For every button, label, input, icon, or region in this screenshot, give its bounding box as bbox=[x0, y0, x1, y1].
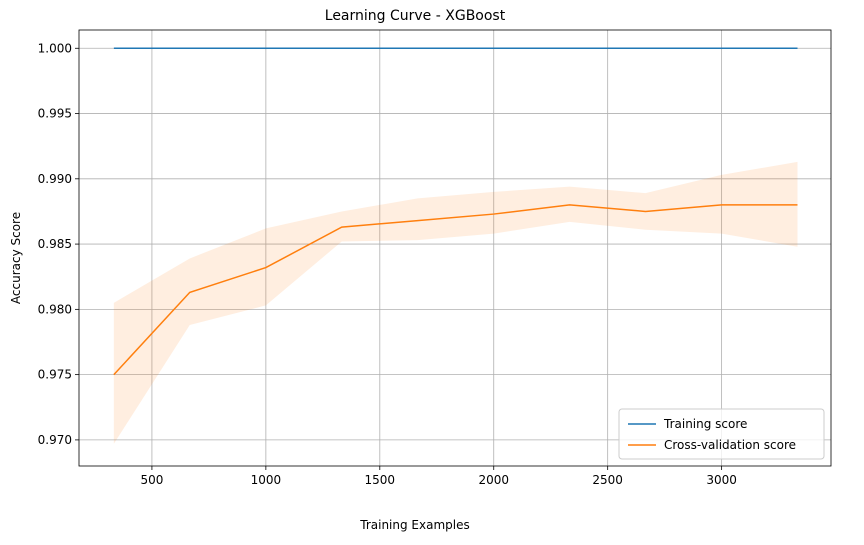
y-tick-label: 0.975 bbox=[38, 368, 72, 382]
x-tick-label: 500 bbox=[140, 473, 163, 487]
plot-area: 500 1000 1500 2000 2500 3000 0.970 0.975 0.980 0.… bbox=[38, 29, 832, 487]
x-axis-label: Training Examples bbox=[359, 518, 469, 532]
x-tick-label: 2000 bbox=[478, 473, 509, 487]
x-tick-label: 1500 bbox=[365, 473, 396, 487]
confidence-band-1 bbox=[113, 161, 798, 444]
y-tick-label: 0.985 bbox=[38, 237, 72, 251]
y-tick-label: 0.990 bbox=[38, 172, 72, 186]
y-tick-label: 1.000 bbox=[38, 41, 72, 55]
axes-frame bbox=[78, 29, 832, 467]
legend-box bbox=[618, 408, 825, 460]
y-tick-label: 0.995 bbox=[38, 107, 72, 121]
legend-label-0: Training score bbox=[663, 417, 747, 431]
chart-title: Learning Curve - XGBoost bbox=[325, 8, 506, 24]
x-tick-label: 1000 bbox=[251, 473, 282, 487]
x-tick-label: 3000 bbox=[706, 473, 737, 487]
series-line-1 bbox=[113, 204, 798, 376]
y-tick-label: 0.970 bbox=[38, 433, 72, 447]
x-tick-label: 2500 bbox=[592, 473, 623, 487]
y-tick-label: 0.980 bbox=[38, 302, 72, 316]
y-axis-label: Accuracy Score bbox=[9, 212, 23, 304]
legend-label-1: Cross-validation score bbox=[664, 438, 796, 452]
